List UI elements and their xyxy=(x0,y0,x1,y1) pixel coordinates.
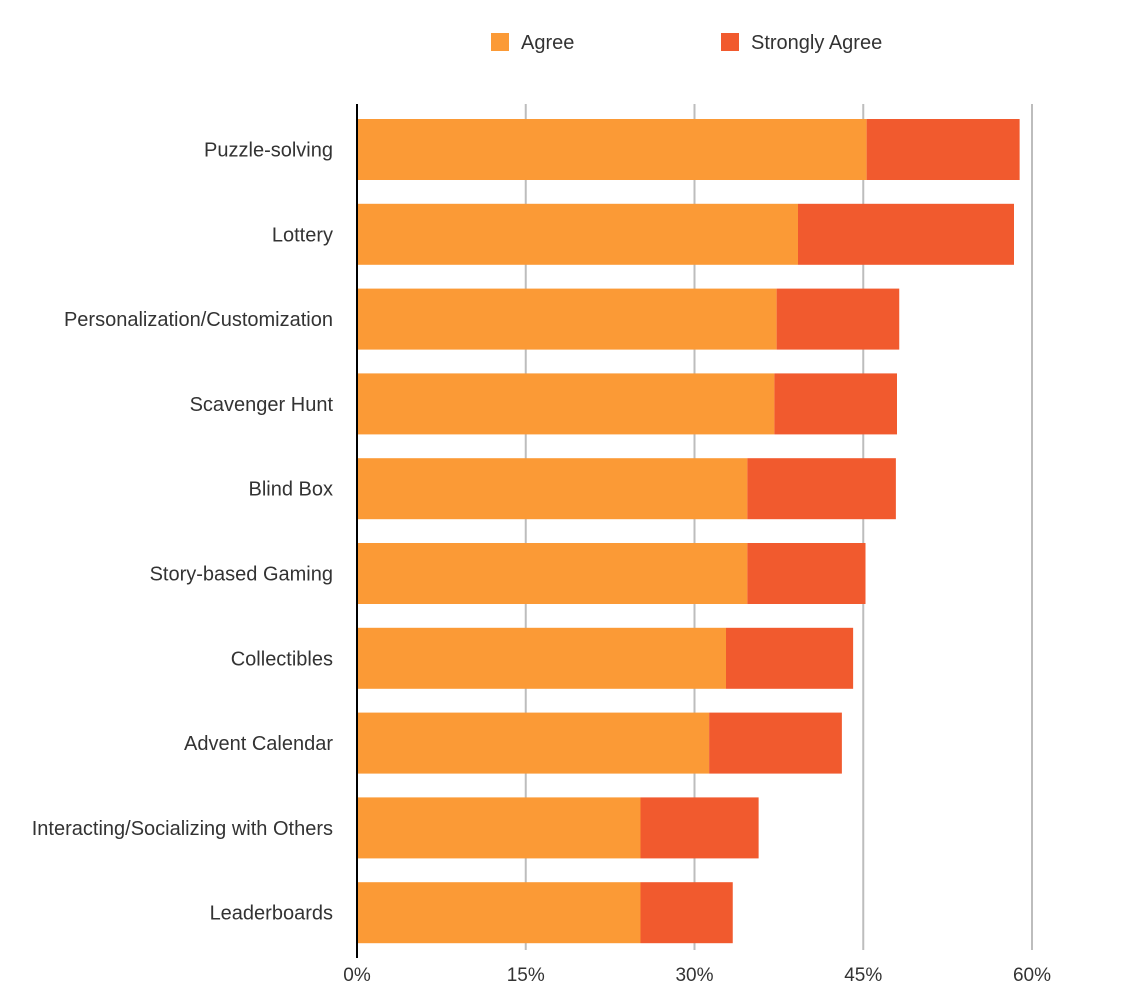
bar-strongly-agree xyxy=(726,627,854,689)
legend-swatch xyxy=(721,33,739,51)
category-labels: Puzzle-solving Lottery Personalization/Cus… xyxy=(32,140,334,925)
category-label: Collectibles xyxy=(231,648,333,670)
category-label: Lottery xyxy=(272,224,333,246)
bar-agree xyxy=(357,288,777,350)
bar-strongly-agree xyxy=(640,882,733,944)
category-label: Blind Box xyxy=(249,479,334,501)
category-label: Interacting/Socializing with Others xyxy=(32,818,333,840)
bar-strongly-agree xyxy=(640,797,759,859)
bar-strongly-agree xyxy=(866,119,1020,180)
bar-strongly-agree xyxy=(747,458,896,520)
category-label: Scavenger Hunt xyxy=(190,394,334,416)
category-label: Story-based Gaming xyxy=(150,564,333,586)
legend-label: Strongly Agree xyxy=(751,32,882,54)
category-label: Puzzle-solving xyxy=(204,140,333,162)
bar-agree xyxy=(357,203,798,265)
bar-agree xyxy=(357,543,748,604)
x-axis-ticks: 0% 15% 30% 45% 60% xyxy=(343,965,1051,984)
bar-agree xyxy=(357,119,867,180)
legend: Agree Strongly Agree xyxy=(491,32,882,54)
bar-agree xyxy=(357,797,641,859)
bar-agree xyxy=(357,712,710,774)
category-label: Leaderboards xyxy=(210,903,333,925)
bar-agree xyxy=(357,882,641,944)
x-tick-label: 45% xyxy=(844,965,882,984)
category-label: Personalization/Customization xyxy=(64,309,333,331)
bar-strongly-agree xyxy=(747,543,866,604)
x-tick-label: 0% xyxy=(343,965,371,984)
x-tick-label: 60% xyxy=(1013,965,1051,984)
legend-swatch xyxy=(491,33,509,51)
category-label: Advent Calendar xyxy=(184,733,333,755)
legend-label: Agree xyxy=(521,32,574,54)
bar-agree xyxy=(357,627,726,689)
bar-strongly-agree xyxy=(776,288,900,350)
bar-strongly-agree xyxy=(709,712,842,774)
bar-agree xyxy=(357,458,748,520)
x-tick-label: 15% xyxy=(507,965,545,984)
bar-strongly-agree xyxy=(798,203,1014,265)
bar-agree xyxy=(357,373,775,435)
x-tick-label: 30% xyxy=(675,965,713,984)
bar-strongly-agree xyxy=(774,373,897,435)
bars xyxy=(357,119,1020,944)
